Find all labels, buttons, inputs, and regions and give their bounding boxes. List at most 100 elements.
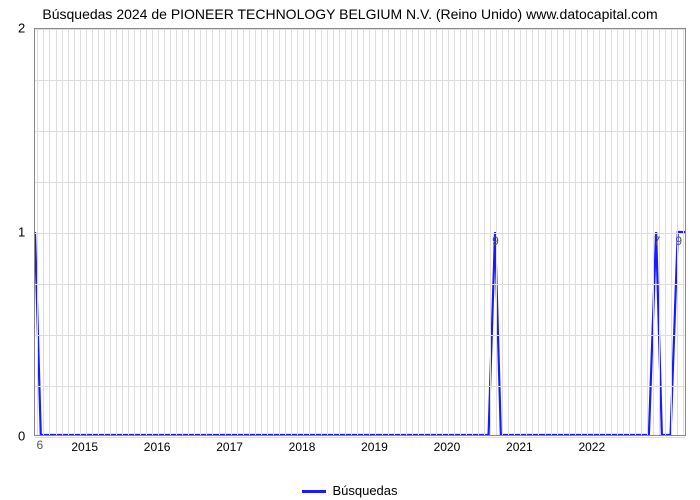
gridline-vertical [508, 29, 509, 435]
gridline-vertical [182, 29, 183, 435]
gridline-vertical [86, 29, 87, 435]
gridline-vertical [490, 29, 491, 435]
gridline-vertical [309, 29, 310, 435]
gridline-vertical [472, 29, 473, 435]
gridline-vertical [291, 29, 292, 435]
gridline-vertical [249, 29, 250, 435]
gridline-vertical [388, 29, 389, 435]
gridline-vertical [267, 29, 268, 435]
gridline-vertical [285, 29, 286, 435]
data-point-label: 7 [654, 234, 661, 248]
x-tick-label: 2017 [216, 440, 243, 454]
gridline-vertical [659, 29, 660, 435]
gridline-vertical [357, 29, 358, 435]
gridline-vertical [611, 29, 612, 435]
gridline-vertical [412, 29, 413, 435]
gridline-vertical [478, 29, 479, 435]
y-tick-label: 1 [18, 225, 25, 240]
gridline-vertical [339, 29, 340, 435]
gridline-vertical [92, 29, 93, 435]
gridline-vertical [641, 29, 642, 435]
legend-label: Búsquedas [332, 483, 397, 498]
x-tick-label: 2022 [578, 440, 605, 454]
gridline-vertical [599, 29, 600, 435]
gridline-vertical [68, 29, 69, 435]
gridline-vertical [200, 29, 201, 435]
gridline-vertical [382, 29, 383, 435]
gridline-vertical [122, 29, 123, 435]
gridline-vertical [188, 29, 189, 435]
x-tick-label: 2016 [144, 440, 171, 454]
x-tick-label: 2019 [361, 440, 388, 454]
x-tick-label: 2015 [71, 440, 98, 454]
gridline-vertical [164, 29, 165, 435]
gridline-vertical [273, 29, 274, 435]
gridline-vertical [152, 29, 153, 435]
gridline-vertical [430, 29, 431, 435]
gridline-vertical [406, 29, 407, 435]
gridline-vertical [327, 29, 328, 435]
data-point-label: 6 [36, 438, 43, 452]
gridline-vertical [677, 29, 678, 435]
gridline-vertical [363, 29, 364, 435]
gridline-vertical [128, 29, 129, 435]
gridline-vertical [140, 29, 141, 435]
gridline-vertical [418, 29, 419, 435]
legend-swatch [302, 490, 326, 493]
x-tick-label: 2020 [434, 440, 461, 454]
gridline-vertical [575, 29, 576, 435]
gridline-vertical [194, 29, 195, 435]
gridline-vertical [442, 29, 443, 435]
gridline-vertical [206, 29, 207, 435]
gridline-vertical [532, 29, 533, 435]
gridline-vertical [623, 29, 624, 435]
gridline-vertical [345, 29, 346, 435]
gridline-vertical [212, 29, 213, 435]
gridline-vertical [261, 29, 262, 435]
data-point-label: 9 [492, 234, 499, 248]
gridline-vertical [484, 29, 485, 435]
gridline-vertical [496, 29, 497, 435]
gridline-vertical [563, 29, 564, 435]
gridline-vertical [665, 29, 666, 435]
gridline-vertical [104, 29, 105, 435]
x-tick-label: 2021 [506, 440, 533, 454]
gridline-vertical [424, 29, 425, 435]
gridline-vertical [635, 29, 636, 435]
chart-title: Búsquedas 2024 de PIONEER TECHNOLOGY BEL… [0, 6, 700, 22]
gridline-vertical [170, 29, 171, 435]
gridline-vertical [557, 29, 558, 435]
gridline-vertical [375, 29, 376, 435]
gridline-vertical [593, 29, 594, 435]
gridline-vertical [454, 29, 455, 435]
gridline-vertical [146, 29, 147, 435]
gridline-vertical [255, 29, 256, 435]
gridline-vertical [110, 29, 111, 435]
gridline-vertical [683, 29, 684, 435]
gridline-vertical [448, 29, 449, 435]
gridline-vertical [520, 29, 521, 435]
gridline-vertical [502, 29, 503, 435]
gridline-vertical [158, 29, 159, 435]
gridline-vertical [98, 29, 99, 435]
gridline-vertical [587, 29, 588, 435]
gridline-vertical [538, 29, 539, 435]
y-tick-label: 0 [18, 429, 25, 444]
gridline-vertical [49, 29, 50, 435]
gridline-vertical [80, 29, 81, 435]
gridline-vertical [551, 29, 552, 435]
gridline-vertical [43, 29, 44, 435]
gridline-vertical [351, 29, 352, 435]
gridline-vertical [237, 29, 238, 435]
gridline-vertical [466, 29, 467, 435]
gridline-vertical [369, 29, 370, 435]
gridline-vertical [569, 29, 570, 435]
gridline-vertical [460, 29, 461, 435]
gridline-vertical [514, 29, 515, 435]
gridline-vertical [74, 29, 75, 435]
data-point-label: 9 [675, 234, 682, 248]
gridline-vertical [400, 29, 401, 435]
gridline-vertical [279, 29, 280, 435]
legend: Búsquedas [0, 483, 700, 498]
gridline-vertical [653, 29, 654, 435]
